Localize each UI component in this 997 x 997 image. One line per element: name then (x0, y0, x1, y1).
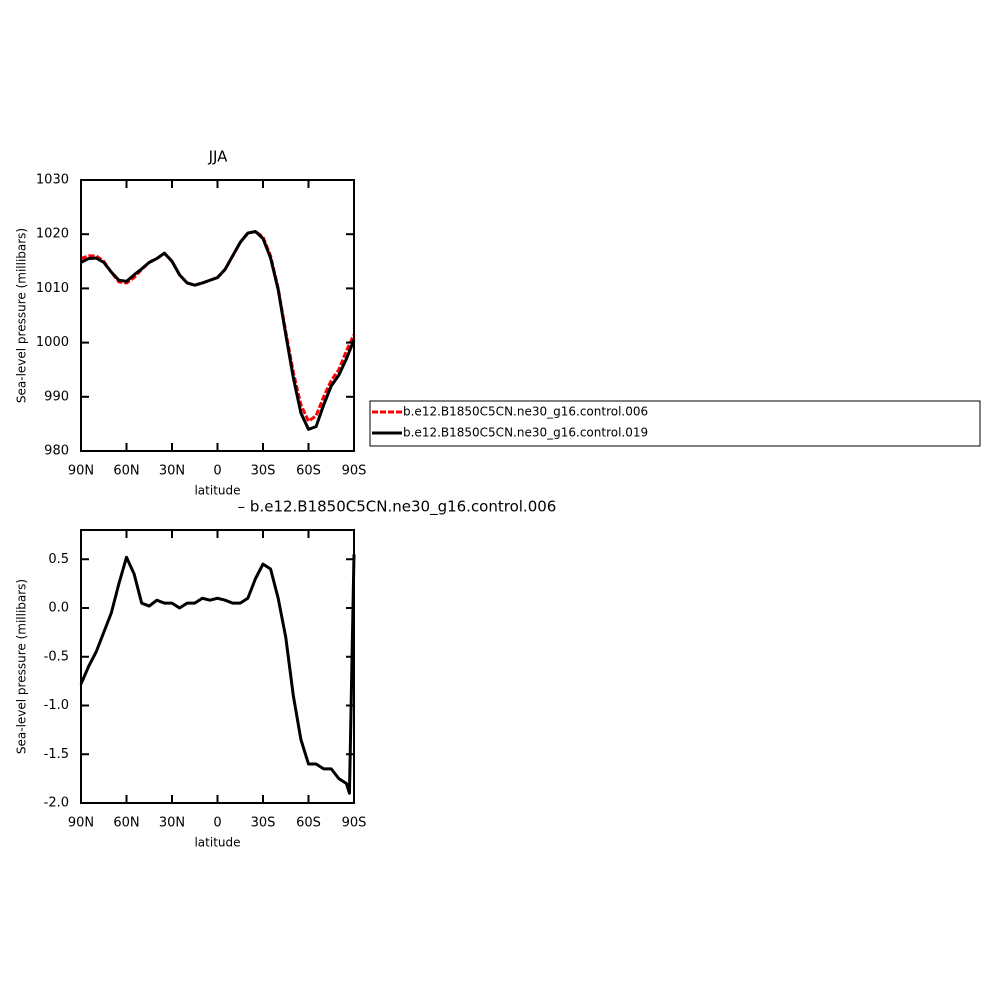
legend-label: b.e12.B1850C5CN.ne30_g16.control.006 (403, 405, 648, 419)
x-tick-label: 90N (68, 816, 94, 831)
legend-box (369, 400, 981, 447)
data-line (79, 554, 356, 795)
x-axis-label: latitude (194, 484, 240, 498)
y-tick-label: -2.0 (44, 796, 69, 811)
x-axis-label: latitude (194, 836, 240, 850)
chart-title: JJA (208, 148, 229, 166)
y-tick-label: 0.5 (48, 552, 69, 567)
y-tick-label: 990 (44, 389, 69, 404)
legend-label: b.e12.B1850C5CN.ne30_g16.control.019 (403, 426, 648, 440)
x-tick-label: 60N (113, 816, 139, 831)
x-tick-label: 60N (113, 464, 139, 479)
x-tick-label: 90S (342, 816, 367, 831)
y-tick-label: -1.0 (44, 698, 69, 713)
chart-title: – b.e12.B1850C5CN.ne30_g16.control.006 (238, 498, 557, 517)
y-tick-label: 0.0 (48, 601, 69, 616)
x-tick-label: 30S (251, 816, 276, 831)
x-tick-label: 30N (159, 464, 185, 479)
x-tick-label: 30N (159, 816, 185, 831)
x-tick-label: 60S (296, 464, 321, 479)
data-line (80, 229, 356, 423)
y-tick-label: 980 (44, 444, 69, 459)
data-line (80, 229, 356, 431)
y-tick-label: -0.5 (44, 649, 69, 664)
y-axis-label: Sea-level pressure (millibars) (15, 579, 29, 754)
y-tick-label: 1030 (36, 173, 69, 188)
y-tick-label: 1010 (36, 281, 69, 296)
x-tick-label: 30S (251, 464, 276, 479)
x-tick-label: 0 (213, 464, 221, 479)
y-tick-label: 1020 (36, 227, 69, 242)
y-axis-label: Sea-level pressure (millibars) (15, 228, 29, 403)
x-tick-label: 60S (296, 816, 321, 831)
x-tick-label: 0 (213, 816, 221, 831)
y-tick-label: -1.5 (44, 747, 69, 762)
plot-frame (80, 179, 355, 452)
x-tick-label: 90N (68, 464, 94, 479)
y-tick-label: 1000 (36, 335, 69, 350)
x-tick-label: 90S (342, 464, 367, 479)
